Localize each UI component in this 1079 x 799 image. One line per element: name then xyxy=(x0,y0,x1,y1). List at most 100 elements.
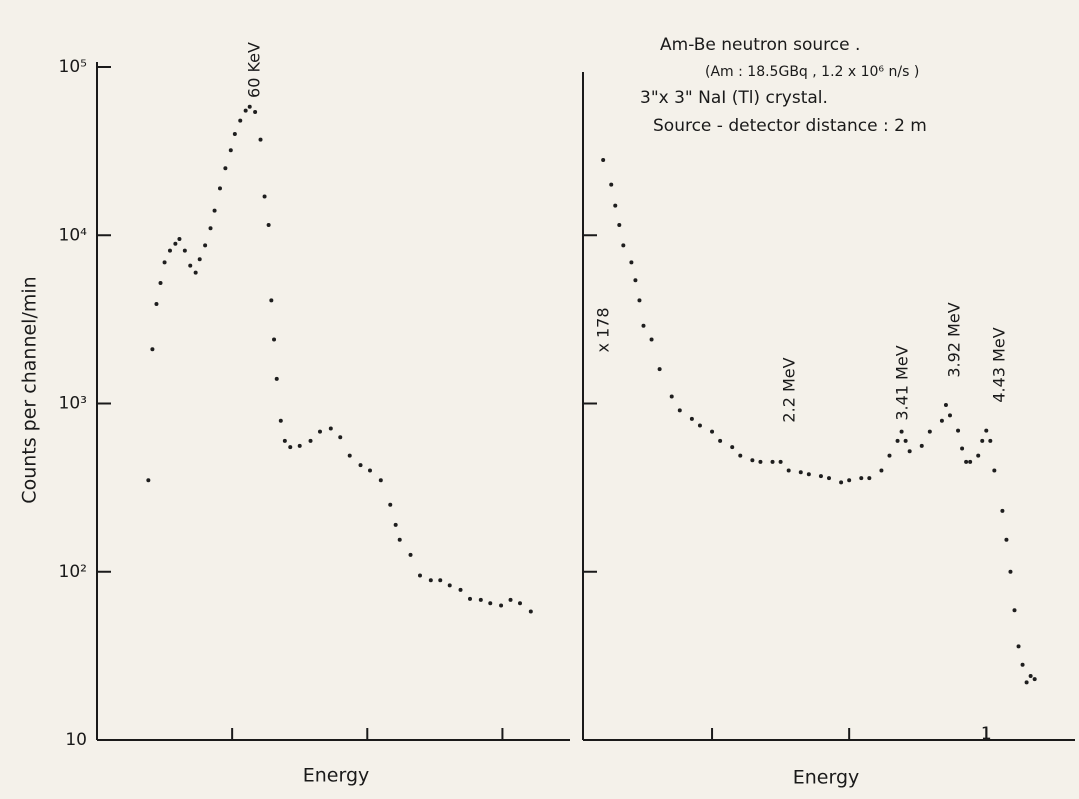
data-point xyxy=(867,476,872,481)
data-point xyxy=(208,226,213,231)
data-point xyxy=(1000,508,1005,513)
data-point xyxy=(903,438,908,443)
data-point xyxy=(447,583,452,588)
data-point xyxy=(162,260,167,265)
data-point xyxy=(528,609,533,614)
data-point xyxy=(212,208,217,213)
data-point xyxy=(328,426,333,431)
data-point xyxy=(879,468,884,473)
data-point xyxy=(633,278,638,283)
data-point xyxy=(947,413,952,418)
data-point xyxy=(243,108,248,113)
source-note: 3"x 3" NaI (Tl) crystal. xyxy=(640,88,828,108)
data-point xyxy=(308,438,313,443)
data-point xyxy=(458,587,463,592)
data-point xyxy=(1020,662,1025,667)
data-point xyxy=(827,476,831,481)
annotation: 60 KeV xyxy=(245,42,264,98)
data-point xyxy=(641,323,646,328)
data-point xyxy=(677,408,682,413)
data-point xyxy=(758,459,763,464)
data-point xyxy=(887,453,892,458)
data-point xyxy=(689,416,694,421)
data-point xyxy=(601,158,606,163)
data-point xyxy=(980,438,985,443)
data-point xyxy=(613,203,618,208)
data-point xyxy=(1004,537,1009,542)
data-point xyxy=(818,474,823,479)
data-point xyxy=(943,402,948,407)
data-point xyxy=(750,458,755,463)
data-point xyxy=(188,263,193,268)
data-point xyxy=(907,449,912,454)
data-point xyxy=(282,438,287,443)
data-point xyxy=(317,429,322,434)
data-point xyxy=(976,453,981,458)
data-point xyxy=(806,472,811,477)
data-point xyxy=(859,476,864,481)
data-point xyxy=(177,236,182,241)
data-point xyxy=(669,394,674,399)
data-point xyxy=(269,298,274,303)
data-point xyxy=(770,459,775,464)
data-point xyxy=(146,478,151,483)
data-point xyxy=(786,468,791,473)
data-point xyxy=(358,463,363,468)
data-point xyxy=(193,270,198,275)
data-point xyxy=(173,241,178,246)
data-point xyxy=(508,597,513,602)
data-point xyxy=(697,423,702,428)
data-point xyxy=(1032,677,1037,682)
data-point xyxy=(738,453,743,458)
data-point xyxy=(798,470,803,475)
data-point xyxy=(167,248,172,253)
data-point xyxy=(964,459,969,464)
data-point xyxy=(393,522,398,527)
data-point xyxy=(278,418,283,423)
data-point xyxy=(238,118,243,123)
data-point xyxy=(939,418,944,423)
annotation: 2.2 MeV xyxy=(780,357,799,422)
data-point xyxy=(629,260,634,265)
data-point xyxy=(499,603,504,608)
data-point xyxy=(621,243,626,248)
data-point xyxy=(988,438,993,443)
data-point xyxy=(617,223,622,228)
data-point xyxy=(338,435,343,440)
data-point xyxy=(488,601,493,606)
data-point xyxy=(217,186,222,191)
data-point xyxy=(288,445,293,450)
data-point xyxy=(232,131,237,136)
data-point xyxy=(710,429,715,434)
data-point xyxy=(778,459,783,464)
data-point xyxy=(258,137,263,142)
data-point xyxy=(1016,644,1021,649)
data-point xyxy=(150,347,155,352)
data-point xyxy=(478,597,483,602)
y-tick-label: 10² xyxy=(59,562,87,582)
y-tick-label: 10⁴ xyxy=(59,225,88,245)
data-point xyxy=(919,443,924,448)
data-point xyxy=(438,578,443,583)
data-point xyxy=(960,446,965,451)
data-point xyxy=(1024,680,1029,685)
data-point xyxy=(839,480,844,485)
data-point xyxy=(203,243,208,248)
data-point xyxy=(253,110,258,115)
annotation: x 178 xyxy=(594,307,613,352)
data-point xyxy=(266,223,271,228)
source-note: (Am : 18.5GBq , 1.2 x 10⁶ n/s ) xyxy=(705,64,919,80)
data-point xyxy=(467,596,472,601)
data-point xyxy=(154,302,159,307)
data-point xyxy=(182,248,187,253)
y-axis-label: Counts per channel/min xyxy=(19,276,41,503)
data-point xyxy=(408,552,413,557)
x-axis-label: Energy xyxy=(303,765,370,787)
data-point xyxy=(197,257,202,262)
data-point xyxy=(609,182,614,187)
data-point xyxy=(637,298,642,303)
data-point xyxy=(657,367,662,372)
data-point xyxy=(272,337,277,342)
